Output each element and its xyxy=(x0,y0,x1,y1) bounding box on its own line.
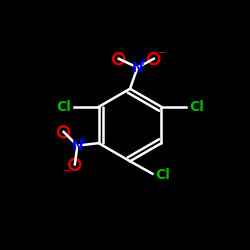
Text: N: N xyxy=(132,60,143,74)
Text: Cl: Cl xyxy=(189,100,204,114)
Text: Cl: Cl xyxy=(155,168,170,182)
Text: −: − xyxy=(158,48,166,58)
Text: −: − xyxy=(63,166,71,175)
Text: +: + xyxy=(79,135,87,145)
Text: Cl: Cl xyxy=(56,100,71,114)
Text: N: N xyxy=(72,138,83,152)
Text: +: + xyxy=(139,57,147,67)
